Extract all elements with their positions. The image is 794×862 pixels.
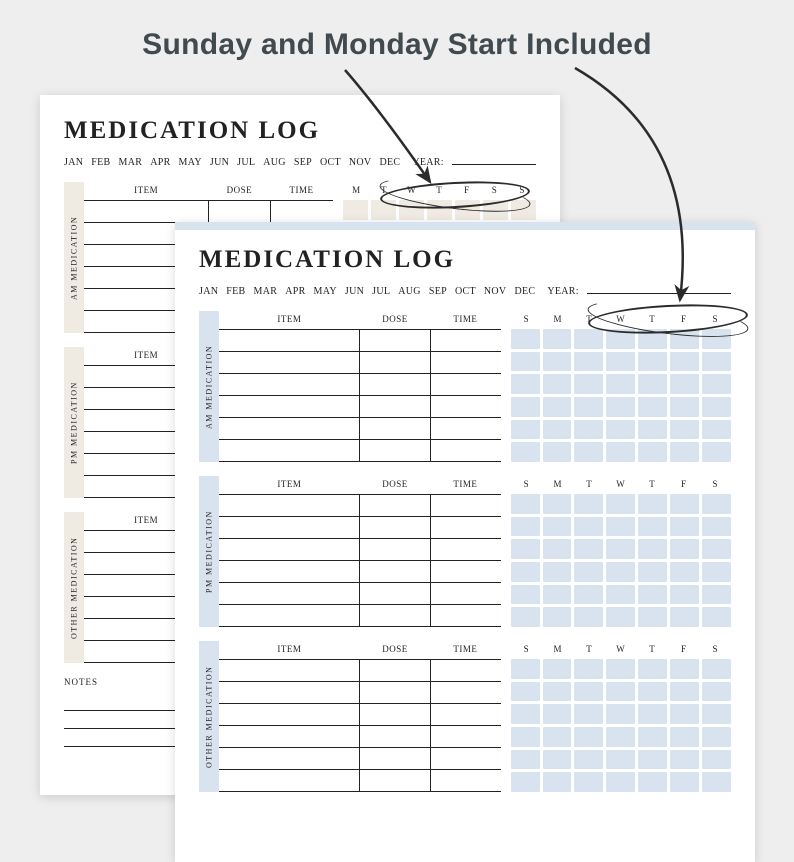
arrow-icon: [0, 0, 794, 794]
